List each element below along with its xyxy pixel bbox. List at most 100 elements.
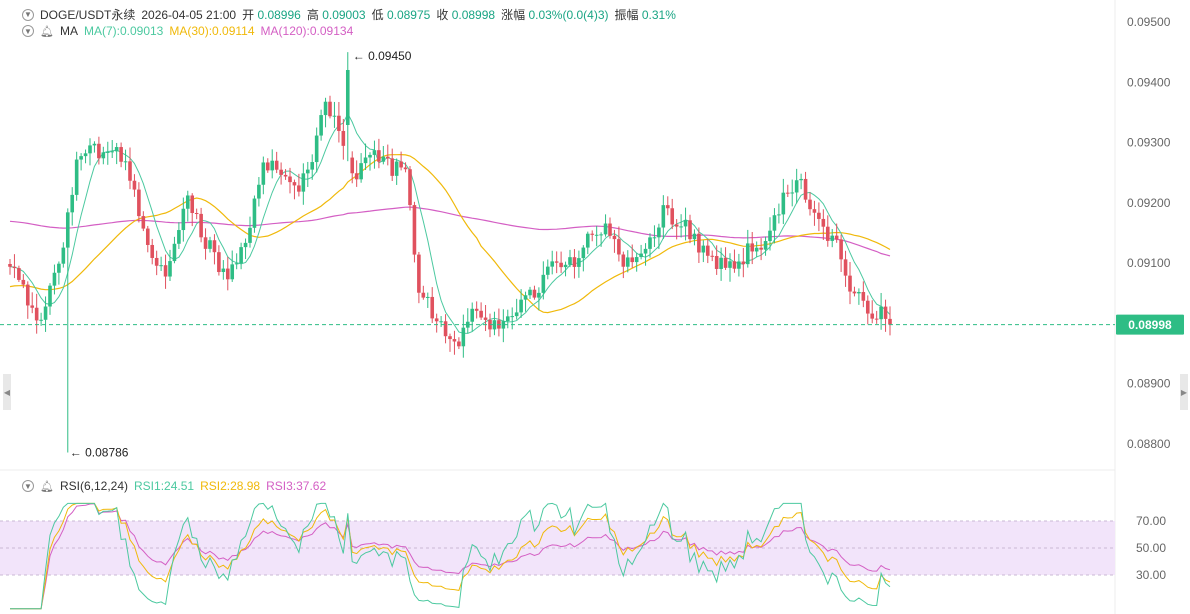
- candle-body: [39, 319, 43, 321]
- candle-body: [679, 226, 683, 228]
- candle-body: [701, 245, 706, 253]
- candle-body: [314, 135, 319, 163]
- candle-body: [425, 296, 430, 298]
- candle-body: [341, 130, 346, 146]
- candle-body: [590, 233, 595, 235]
- candle-body: [457, 341, 461, 347]
- chevron-down-icon[interactable]: ▼: [22, 25, 34, 37]
- candle-body: [34, 307, 39, 321]
- candle-body: [710, 255, 715, 257]
- candle-body: [452, 339, 457, 342]
- candle-body: [861, 292, 866, 301]
- candle-body: [732, 261, 737, 269]
- candle-body: [181, 208, 186, 231]
- candle-body: [483, 317, 488, 320]
- candle-body: [43, 306, 48, 320]
- candle-body: [514, 312, 519, 317]
- ma-name: MA: [59, 24, 78, 38]
- rsi3-line: [10, 503, 891, 610]
- candle-body: [812, 209, 817, 213]
- scroll-left-arrow[interactable]: ◀: [3, 374, 11, 410]
- ma120-line: [9, 206, 891, 257]
- candle-body: [279, 169, 283, 175]
- candle-body: [657, 227, 661, 238]
- candle-body: [554, 261, 559, 263]
- candle-body: [123, 161, 128, 163]
- rsi1-value: RSI1:24.51: [134, 479, 195, 493]
- candle-body: [141, 216, 146, 229]
- candle-body: [381, 156, 386, 162]
- candle-body: [372, 150, 377, 155]
- candle-body: [403, 167, 408, 170]
- candle-body: [443, 321, 448, 337]
- candle-body: [363, 157, 368, 164]
- candle-body: [354, 173, 359, 180]
- candle-body: [190, 195, 195, 214]
- candle-body: [221, 268, 226, 273]
- candle-body: [870, 313, 875, 319]
- bell-icon[interactable]: 🔔︎: [40, 25, 54, 38]
- candle-body: [585, 233, 590, 248]
- candle-body: [874, 318, 879, 320]
- candle-body: [714, 256, 719, 269]
- candle-body: [270, 160, 275, 171]
- candle-body: [319, 115, 323, 136]
- candle-body: [781, 192, 786, 215]
- bell-icon[interactable]: 🔔︎: [40, 480, 54, 493]
- candle-body: [488, 319, 492, 330]
- price-axis-tick: 0.08900: [1127, 377, 1171, 391]
- candle-body: [768, 230, 772, 242]
- candle-body: [345, 70, 350, 125]
- candle-body: [79, 156, 83, 160]
- scroll-right-arrow[interactable]: ▶: [1180, 374, 1188, 410]
- candle-body: [137, 189, 141, 217]
- candle-body: [61, 247, 66, 264]
- candle-body: [297, 185, 301, 192]
- close-label: 收: [436, 8, 449, 22]
- candle-body: [643, 248, 648, 254]
- candle-body: [305, 169, 310, 174]
- candle-body: [808, 199, 812, 210]
- candle-body: [785, 192, 790, 194]
- candle-body: [408, 169, 412, 206]
- candle-body: [101, 152, 106, 159]
- candle-body: [368, 154, 372, 158]
- candle-body: [8, 264, 12, 267]
- candle-body: [185, 195, 190, 209]
- candle-body: [199, 213, 203, 238]
- candle-body: [145, 228, 150, 245]
- candle-body: [750, 243, 755, 252]
- rsi1-line: [10, 502, 891, 610]
- ma30-line: [9, 153, 891, 314]
- price-axis-tick: 0.09300: [1127, 136, 1171, 150]
- candle-body: [234, 263, 239, 265]
- amplitude-value: 0.31%: [641, 8, 676, 22]
- candle-body: [288, 176, 292, 183]
- candle-body: [754, 247, 759, 252]
- candle-body: [337, 115, 341, 131]
- candle-body: [172, 243, 177, 262]
- candle-body: [265, 162, 270, 171]
- candle-body: [301, 173, 306, 192]
- ohlc-header: ▼ DOGE/USDT永续 2026-04-05 21:00 开 0.08996…: [22, 6, 676, 23]
- chevron-down-icon[interactable]: ▼: [22, 480, 34, 492]
- candle-body: [21, 279, 26, 285]
- candle-body: [434, 318, 439, 322]
- candle-body: [159, 265, 163, 267]
- rsi-band: [0, 521, 1115, 575]
- candle-body: [261, 162, 266, 185]
- candle-body: [772, 215, 777, 231]
- candle-body: [283, 174, 288, 177]
- candle-body: [621, 254, 626, 267]
- low-value: 0.08975: [386, 8, 431, 22]
- candle-body: [505, 316, 510, 322]
- candle-body: [665, 205, 670, 209]
- candle-body: [394, 161, 399, 176]
- change-value: 0.03%(0.0(4)3): [528, 8, 609, 22]
- candle-body: [581, 247, 586, 259]
- ma120-value: MA(120):0.09134: [260, 24, 354, 38]
- candle-body: [150, 244, 155, 258]
- symbol-label: DOGE/USDT永续: [40, 8, 136, 22]
- chevron-down-icon[interactable]: ▼: [22, 8, 34, 21]
